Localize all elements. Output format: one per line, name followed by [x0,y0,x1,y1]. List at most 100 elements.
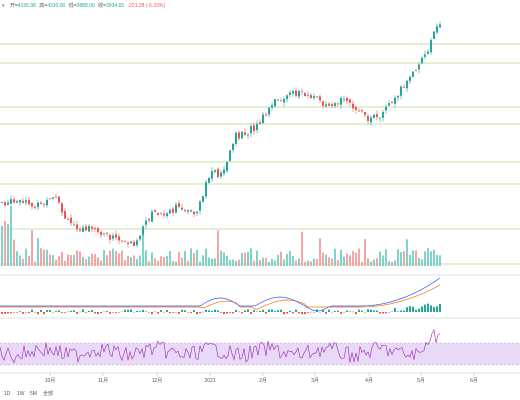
candle-body [34,207,36,208]
volume-bar [28,255,30,266]
volume-bar [316,259,318,266]
candle-body [10,199,12,204]
volume-bar [340,249,342,266]
macd-histogram-bar [43,312,45,315]
macd-histogram-bar [46,310,48,312]
volume-bar [175,261,177,266]
volume-bar [439,255,441,266]
candle-body [46,199,48,206]
candle-body [304,92,306,97]
macd-histogram-bar [106,311,108,312]
candle-body [169,209,171,214]
candle-body [103,233,105,235]
range-all-button[interactable]: 全部 [43,391,54,397]
candle-body [232,143,234,151]
macd-histogram-bar [331,311,333,313]
candle-body [238,132,240,139]
candle-body [205,182,207,197]
volume-bar [301,231,303,266]
volume-bar [319,238,321,266]
volume-bar [109,250,111,266]
volume-bar [274,260,276,266]
macd-histogram-bar [199,312,201,314]
volume-bar [277,254,279,266]
candle-body [394,97,396,104]
volume-bar [268,261,270,266]
collapse-chevron-icon[interactable]: ▾ [2,3,5,9]
candlesticks[interactable] [1,21,441,248]
candle-body [301,90,303,92]
macd-histogram-bar [169,312,171,314]
volume-bar [187,260,189,266]
candle-body [364,112,366,115]
volume-bar [100,260,102,266]
volume-bar [169,251,171,266]
ohlc-info-bar: ▾ 开=4155.98 高=4310.00 低=3888.00 收=3934.6… [0,0,520,12]
candle-body [217,168,219,178]
volume-bar [37,238,39,266]
candle-body [178,203,180,207]
volume-bar [79,251,81,266]
candle-body [19,200,21,203]
candle-body [256,123,258,130]
candle-body [40,202,42,204]
macd-histogram-bar [190,312,192,314]
volume-bar [421,259,423,266]
candle-body [370,117,372,123]
candle-body [172,208,174,213]
candle-body [202,196,204,202]
candle-body [433,31,435,39]
volume-bar [73,255,75,266]
macd-histogram-bar [100,312,102,314]
volume-bar [58,256,60,266]
candle-body [385,106,387,111]
macd-histogram-bar [7,312,9,314]
volume-bar [232,259,234,266]
candle-body [337,103,339,105]
candle-body [235,132,237,144]
candle-body [160,213,162,215]
volume-bar [265,257,267,266]
candle-body [154,210,156,212]
volume-bar [238,259,240,266]
volume-bar [88,256,90,266]
volume-bar [298,258,300,266]
candle-body [436,26,438,33]
candle-body [343,98,345,100]
candle-body [289,92,291,95]
macd-histogram-bar [253,310,255,312]
candle-body [73,224,75,226]
macd-histogram-bar [295,309,297,312]
volume-bar [223,252,225,266]
candle-body [373,114,375,119]
time-axis-label: 12月 [152,378,163,384]
volume-bar [13,239,15,266]
macd-histogram-bar [1,312,3,314]
candle-body [151,211,153,222]
candle-body [142,226,144,235]
volume-bar [121,250,123,266]
volume-bar [244,252,246,266]
volume-bar [337,260,339,266]
candle-body [247,134,249,136]
macd-histogram-bar [229,312,231,313]
candle-body [67,218,69,220]
volume-bar [22,258,24,266]
range-5m-button[interactable]: 5M [30,391,37,397]
volume-bar [229,259,231,266]
candle-body [49,198,51,200]
range-1w-button[interactable]: 1W [17,391,25,397]
macd-histogram-bar [403,310,405,312]
volume-bar [388,261,390,266]
candle-body [124,241,126,243]
candle-body [397,95,399,98]
macd-histogram-bar [187,312,189,313]
macd-histogram-bar [115,312,117,313]
macd-histogram-bar [349,311,351,312]
range-1d-button[interactable]: 1D [4,391,11,397]
time-axis-label: 2月 [259,378,267,384]
volume-bar [4,221,6,266]
macd-histogram-bar [436,306,438,312]
candle-body [322,101,324,106]
